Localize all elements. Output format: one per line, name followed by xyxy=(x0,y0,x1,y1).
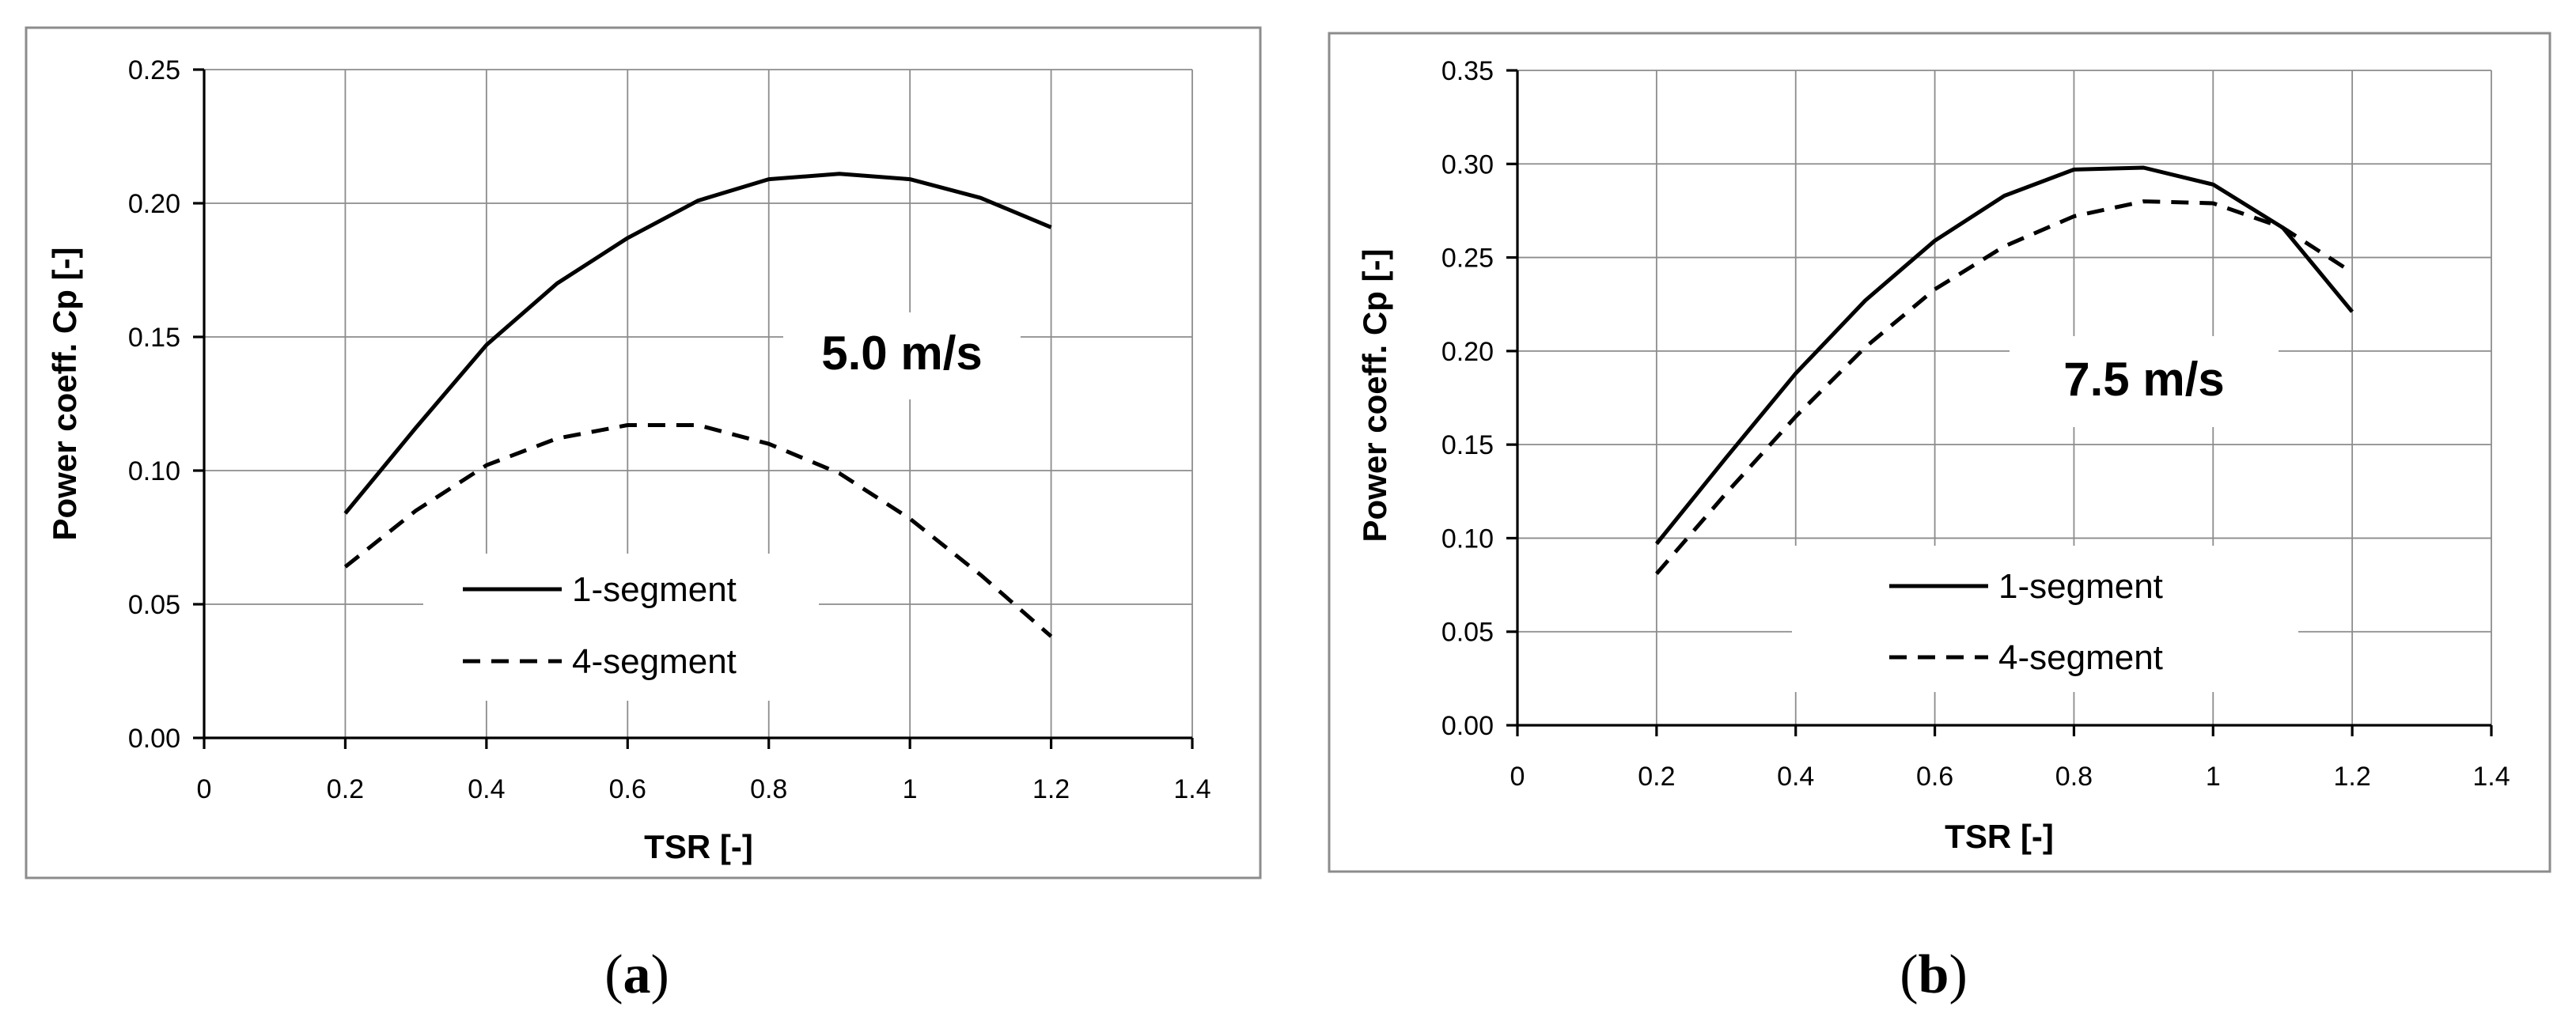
legend-background-a xyxy=(423,554,819,701)
axes-b xyxy=(1506,69,2493,736)
gridlines-a xyxy=(204,69,1193,738)
x-tick-label-a: 0 xyxy=(197,774,212,804)
legend-b: 1-segment 4-segment xyxy=(1792,546,2298,692)
x-tick-label-b: 1 xyxy=(2206,762,2221,792)
legend-a: 1-segment 4-segment xyxy=(423,554,819,701)
y-tick-label-b: 0.35 xyxy=(1441,56,1494,86)
y-tick-label-a: 0.05 xyxy=(128,590,180,620)
series-b xyxy=(1654,165,2354,576)
x-tick-label-a: 1.4 xyxy=(1173,774,1210,804)
chart-panel-b: 0 0.2 0.4 0.6 0.8 1 1.2 1.4 0.00 0.05 0.10 0.15 0.20… xyxy=(1328,32,2551,873)
chart-panel-a: 0 0.2 0.4 0.6 0.8 1 1.2 1.4 0.00 0.05 0.10 0.15 0.20… xyxy=(25,26,1262,879)
series-line-4-segment-b xyxy=(1655,199,2354,576)
annotation-wind-speed-b: 7.5 m/s xyxy=(2063,353,2224,406)
x-tick-label-b: 0.4 xyxy=(1777,762,1814,792)
x-tick-label-a: 0.2 xyxy=(327,774,364,804)
y-tick-label-b: 0.00 xyxy=(1441,711,1494,741)
series-line-4-segment-a xyxy=(343,423,1053,638)
x-tick-label-b: 0.2 xyxy=(1638,762,1675,792)
annotation-background-b xyxy=(2010,336,2279,427)
x-tick-label-b: 0.8 xyxy=(2055,762,2093,792)
series-a xyxy=(343,172,1053,638)
y-axis-title-a: Power coeff. Cp [-] xyxy=(46,247,83,540)
x-tick-label-b: 1.4 xyxy=(2472,762,2510,792)
legend-label-4-segment-a: 4-segment xyxy=(572,642,737,681)
x-tick-label-a: 0.8 xyxy=(750,774,787,804)
series-line-1-segment-b xyxy=(1654,165,2354,546)
y-tick-label-b: 0.25 xyxy=(1441,244,1494,274)
x-tick-label-a: 1 xyxy=(903,774,918,804)
y-tick-label-b: 0.05 xyxy=(1441,618,1494,648)
x-axis-title-a: TSR [-] xyxy=(644,828,753,865)
legend-label-1-segment-a: 1-segment xyxy=(572,570,737,609)
y-tick-label-b: 0.15 xyxy=(1441,430,1494,460)
y-tick-label-a: 0.10 xyxy=(128,456,180,486)
x-axis-title-b: TSR [-] xyxy=(1945,818,2054,855)
axes-a xyxy=(193,68,1194,749)
tick-labels-a: 0 0.2 0.4 0.6 0.8 1 1.2 1.4 0.00 0.05 0.10 0.15 0.20… xyxy=(128,55,1211,804)
legend-label-1-segment-b: 1-segment xyxy=(1998,567,2163,606)
x-tick-label-a: 0.4 xyxy=(468,774,505,804)
x-tick-label-a: 1.2 xyxy=(1032,774,1070,804)
series-line-1-segment-a xyxy=(343,172,1052,515)
y-axis-title-b: Power coeff. Cp [-] xyxy=(1356,248,1393,542)
x-tick-label-b: 0 xyxy=(1510,762,1525,792)
x-tick-label-b: 1.2 xyxy=(2334,762,2371,792)
y-tick-label-a: 0.15 xyxy=(128,323,180,353)
x-tick-label-a: 0.6 xyxy=(609,774,646,804)
chart-frame-a xyxy=(25,26,1262,879)
y-tick-label-b: 0.30 xyxy=(1441,149,1494,180)
panel-caption-b: (b) xyxy=(1900,944,1968,1005)
chart-frame-b xyxy=(1328,32,2551,873)
y-tick-label-b: 0.10 xyxy=(1441,524,1494,554)
panel-caption-a: (a) xyxy=(604,944,669,1005)
annotation-background-a xyxy=(783,312,1021,399)
y-tick-label-b: 0.20 xyxy=(1441,337,1494,367)
y-tick-label-a: 0.25 xyxy=(128,55,180,85)
y-tick-label-a: 0.00 xyxy=(128,724,180,754)
tick-labels-b: 0 0.2 0.4 0.6 0.8 1 1.2 1.4 0.00 0.05 0.10 0.15 0.20… xyxy=(1441,56,2510,792)
x-tick-label-b: 0.6 xyxy=(1916,762,1953,792)
legend-label-4-segment-b: 4-segment xyxy=(1998,638,2163,677)
annotation-wind-speed-a: 5.0 m/s xyxy=(821,327,982,380)
panel-caption-b-letter: b xyxy=(1919,944,1949,1005)
legend-background-b xyxy=(1792,546,2298,692)
y-tick-label-a: 0.20 xyxy=(128,189,180,219)
panel-caption-a-letter: a xyxy=(623,944,651,1005)
